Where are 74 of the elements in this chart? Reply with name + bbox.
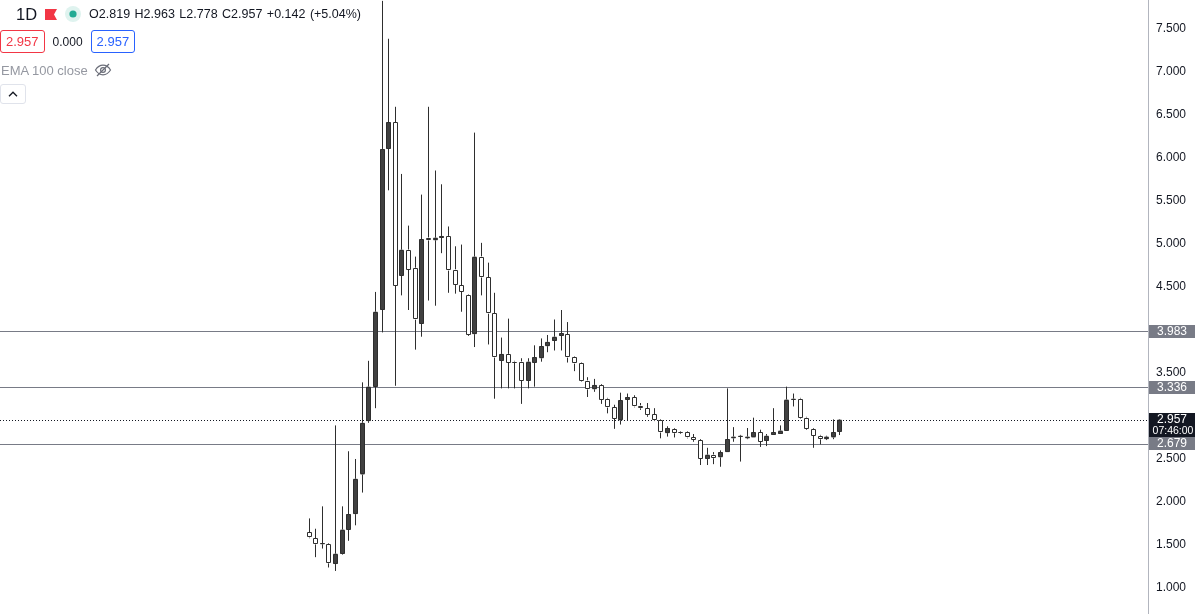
y-tick-label: 7.000 xyxy=(1156,63,1187,78)
candlestick xyxy=(672,428,677,438)
candlestick xyxy=(353,458,358,526)
ref-line-label: 3.983 xyxy=(1156,324,1188,339)
candlestick xyxy=(366,360,371,424)
candlestick xyxy=(685,432,690,438)
candlestick xyxy=(499,337,504,389)
candlestick xyxy=(326,544,331,568)
text: O2.819 H2.963 L2.778 C2.957 +0.142 (+5.04%) xyxy=(89,7,361,21)
candlestick xyxy=(307,517,312,538)
candlestick xyxy=(778,424,783,435)
annotation: EMA 100 close xyxy=(0,62,88,78)
candlestick xyxy=(718,449,723,468)
y-tick-label: 1.000 xyxy=(1156,580,1187,595)
y-tick-label: 4.500 xyxy=(1156,279,1187,294)
candlestick xyxy=(479,242,484,296)
annotation: 2.957 xyxy=(90,30,136,53)
candlestick xyxy=(811,428,816,449)
y-tick-label: 5.000 xyxy=(1156,236,1187,251)
candlestick xyxy=(698,440,703,466)
candlestick xyxy=(433,170,438,307)
candlestick xyxy=(658,420,663,439)
candlestick xyxy=(333,424,338,572)
candlestick xyxy=(691,433,696,443)
text: 07:46:00 xyxy=(1152,424,1194,437)
candlestick xyxy=(798,398,803,418)
candlestick xyxy=(340,505,345,554)
y-tick-label: 3.500 xyxy=(1156,365,1187,380)
annotation: 2.957 xyxy=(0,30,45,53)
candlestick xyxy=(751,417,756,438)
y-tick-label: 6.500 xyxy=(1156,106,1187,121)
candlestick xyxy=(725,387,730,453)
candlestick xyxy=(486,262,491,345)
candlestick xyxy=(804,417,809,429)
candlestick xyxy=(386,38,391,191)
candlestick xyxy=(459,244,464,313)
candlestick xyxy=(771,407,776,435)
candlestick xyxy=(539,337,544,363)
candlestick xyxy=(545,334,550,353)
candlestick xyxy=(585,376,590,398)
candlestick xyxy=(625,393,630,421)
candlestick xyxy=(592,378,597,393)
candlestick xyxy=(406,225,411,311)
candlestick xyxy=(439,183,444,254)
ref-line-label: 2.679 xyxy=(1156,436,1188,451)
candlestick xyxy=(831,418,836,440)
candlestick xyxy=(519,357,524,405)
candlestick xyxy=(373,291,378,409)
candlestick xyxy=(453,245,458,295)
ref-line-label: 2.957 xyxy=(1156,412,1188,427)
candlestick xyxy=(492,292,497,400)
candlestick xyxy=(313,528,318,558)
candlestick xyxy=(426,106,431,302)
candlestick xyxy=(645,402,650,418)
y-tick-label: 2.500 xyxy=(1156,451,1187,466)
candlestick xyxy=(360,381,365,494)
candlestick xyxy=(784,386,789,431)
candlestick xyxy=(665,425,670,438)
chart-title: 1D xyxy=(16,4,38,24)
annotation: 0.000 xyxy=(52,34,83,49)
candlestick xyxy=(506,318,511,389)
y-tick-label: 1.500 xyxy=(1156,537,1187,552)
candlestick xyxy=(346,450,351,542)
candlestick xyxy=(552,318,557,351)
ref-line-label: 3.336 xyxy=(1156,380,1188,395)
y-tick-label: 7.500 xyxy=(1156,20,1187,35)
candlestick xyxy=(446,225,451,294)
candlestick xyxy=(632,394,637,407)
candlestick xyxy=(652,407,657,421)
candlestick xyxy=(380,0,385,333)
candlestick xyxy=(638,402,643,411)
y-tick-label: 6.000 xyxy=(1156,149,1187,164)
y-tick-label: 2.000 xyxy=(1156,494,1187,509)
y-tick-label: 5.500 xyxy=(1156,192,1187,207)
